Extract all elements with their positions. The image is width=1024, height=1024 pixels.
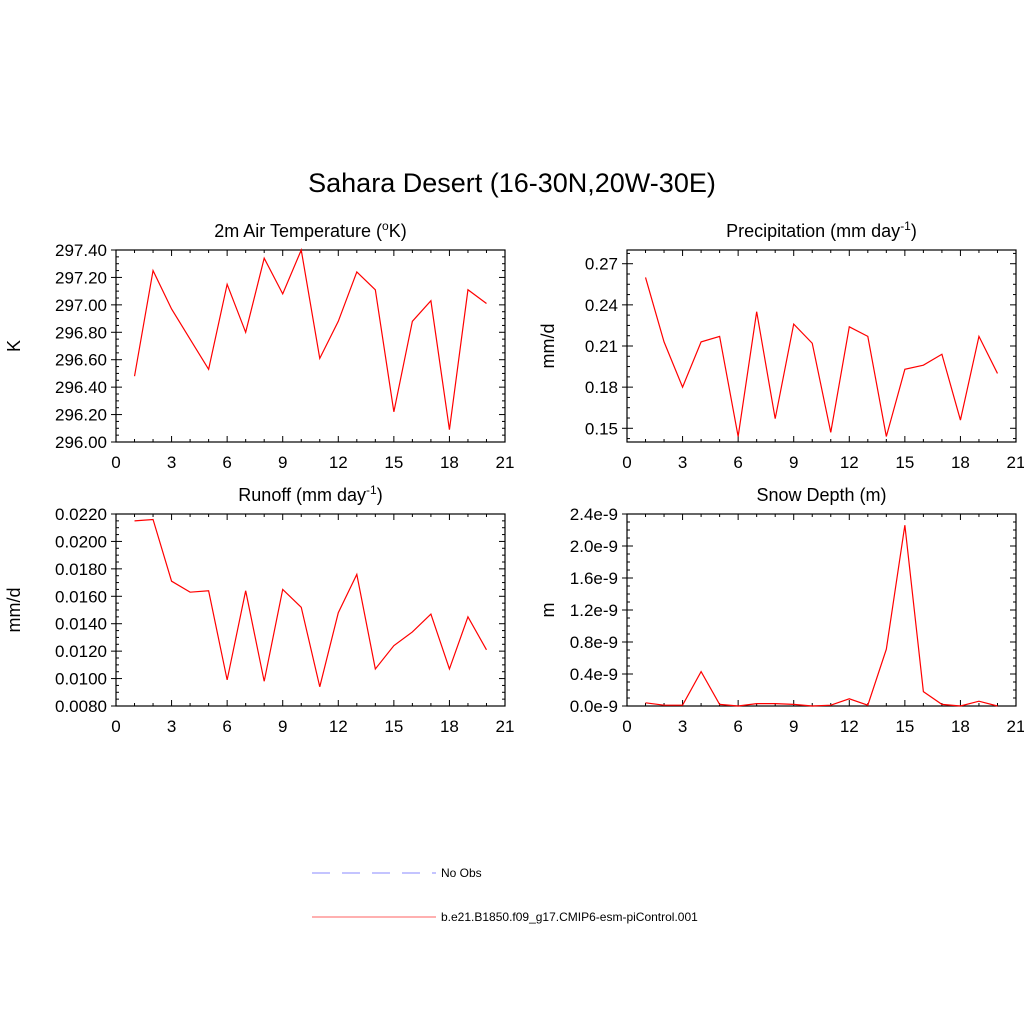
x-tick-label: 12 (329, 717, 348, 736)
x-tick-label: 21 (496, 717, 515, 736)
y-tick-label: 1.2e-9 (570, 601, 618, 620)
panel-title-main: Snow Depth (m) (756, 485, 886, 505)
x-tick-label: 6 (222, 453, 231, 472)
plot-frame (115, 513, 506, 707)
panel-title: Runoff (mm day-1) (238, 483, 382, 505)
y-axis-label: mm/d (4, 588, 24, 633)
y-tick-label: 0.0140 (55, 615, 107, 634)
y-tick-label: 0.4e-9 (570, 665, 618, 684)
y-tick-label: 296.00 (55, 433, 107, 452)
panel-title: Precipitation (mm day-1) (726, 219, 917, 241)
plot-frame (626, 249, 1017, 443)
chart-panel-1: 0 3 6 9 12 15 18 21 296.00 296.20 296.40 296.60 296.… (4, 219, 514, 472)
x-tick-label: 0 (111, 717, 120, 736)
series-line-1 (134, 518, 488, 687)
x-tick-label: 0 (622, 453, 631, 472)
series-line-1 (644, 277, 999, 437)
x-tick-label: 21 (1007, 717, 1024, 736)
x-tick-label: 9 (789, 717, 798, 736)
y-tick-label: 2.4e-9 (570, 505, 618, 524)
y-tick-label: 297.40 (55, 241, 107, 260)
x-tick-label: 12 (840, 453, 859, 472)
series-line-1 (133, 247, 487, 430)
legend: No Obs b.e21.B1850.f09_g17.CMIP6-esm-piCo… (312, 866, 698, 924)
x-tick-label: 18 (951, 717, 970, 736)
y-tick-label: 2.0e-9 (570, 537, 618, 556)
series-line-1 (645, 525, 998, 707)
panel-title-main: Precipitation (mm day (726, 221, 900, 241)
x-tick-label: 12 (840, 717, 859, 736)
panel-title-main: 2m Air Temperature ( (214, 221, 382, 241)
chart-panel-3: 0 3 6 9 12 15 18 21 0.0080 0.0100 0.0120 0.0140 0.01… (4, 483, 514, 736)
panel-title-end: ) (911, 221, 917, 241)
y-tick-label: 0.21 (585, 337, 618, 356)
x-tick-label: 9 (278, 453, 287, 472)
x-tick-label: 21 (1007, 453, 1024, 472)
y-tick-label: 0.27 (585, 255, 618, 274)
panel-title-main: Runoff (mm day (238, 485, 366, 505)
x-tick-label: 21 (496, 453, 515, 472)
x-tick-label: 3 (167, 717, 176, 736)
y-tick-label: 297.00 (55, 296, 107, 315)
y-tick-label: 0.18 (585, 378, 618, 397)
x-tick-label: 18 (951, 453, 970, 472)
plot-frame (626, 513, 1017, 707)
x-tick-label: 15 (895, 453, 914, 472)
y-tick-label: 0.0220 (55, 505, 107, 524)
x-tick-label: 0 (622, 717, 631, 736)
y-axis-label: mm/d (538, 324, 558, 369)
x-tick-label: 9 (278, 717, 287, 736)
y-tick-label: 0.0160 (55, 587, 107, 606)
x-tick-label: 18 (440, 453, 459, 472)
x-tick-label: 15 (895, 717, 914, 736)
x-tick-label: 6 (733, 453, 742, 472)
y-tick-label: 297.20 (55, 268, 107, 287)
y-axis-label: K (4, 340, 24, 352)
y-tick-label: 0.0e-9 (570, 697, 618, 716)
panel-title-end: ) (377, 485, 383, 505)
panel-title: Snow Depth (m) (756, 485, 886, 505)
legend-label-1: No Obs (441, 866, 482, 880)
y-tick-label: 0.0120 (55, 642, 107, 661)
x-tick-label: 3 (678, 717, 687, 736)
x-tick-label: 15 (384, 717, 403, 736)
chart-panel-4: 0 3 6 9 12 15 18 21 0.0e-9 0.4e-9 0.8e-9 1.2e-9 1.6e… (538, 485, 1024, 736)
y-tick-label: 296.40 (55, 378, 107, 397)
x-tick-label: 9 (789, 453, 798, 472)
panel-title-sup: o (382, 219, 389, 233)
x-tick-label: 18 (440, 717, 459, 736)
x-tick-label: 6 (733, 717, 742, 736)
y-tick-label: 0.0180 (55, 560, 107, 579)
panel-title-end: K) (389, 221, 407, 241)
y-tick-label: 0.0200 (55, 532, 107, 551)
y-tick-label: 296.80 (55, 323, 107, 342)
x-tick-label: 0 (111, 453, 120, 472)
page-title: Sahara Desert (16-30N,20W-30E) (308, 168, 716, 198)
panel-title: 2m Air Temperature (oK) (214, 219, 406, 241)
y-tick-label: 0.15 (585, 419, 618, 438)
panel-title-sup: -1 (900, 219, 911, 233)
legend-label-2: b.e21.B1850.f09_g17.CMIP6-esm-piControl.… (441, 910, 698, 924)
y-tick-label: 0.0080 (55, 697, 107, 716)
x-tick-label: 15 (384, 453, 403, 472)
chart-panel-2: 0 3 6 9 12 15 18 21 0.15 0.18 0.21 0.24 0.27 Precipit… (538, 219, 1024, 472)
y-tick-label: 0.8e-9 (570, 633, 618, 652)
y-axis-label: m (538, 603, 558, 618)
y-tick-label: 1.6e-9 (570, 569, 618, 588)
panel-title-sup: -1 (366, 483, 377, 497)
y-tick-label: 0.0100 (55, 670, 107, 689)
x-tick-label: 6 (222, 717, 231, 736)
x-tick-label: 3 (167, 453, 176, 472)
x-tick-label: 12 (329, 453, 348, 472)
y-tick-label: 296.20 (55, 406, 107, 425)
y-tick-label: 296.60 (55, 351, 107, 370)
y-tick-label: 0.24 (585, 296, 618, 315)
x-tick-label: 3 (678, 453, 687, 472)
